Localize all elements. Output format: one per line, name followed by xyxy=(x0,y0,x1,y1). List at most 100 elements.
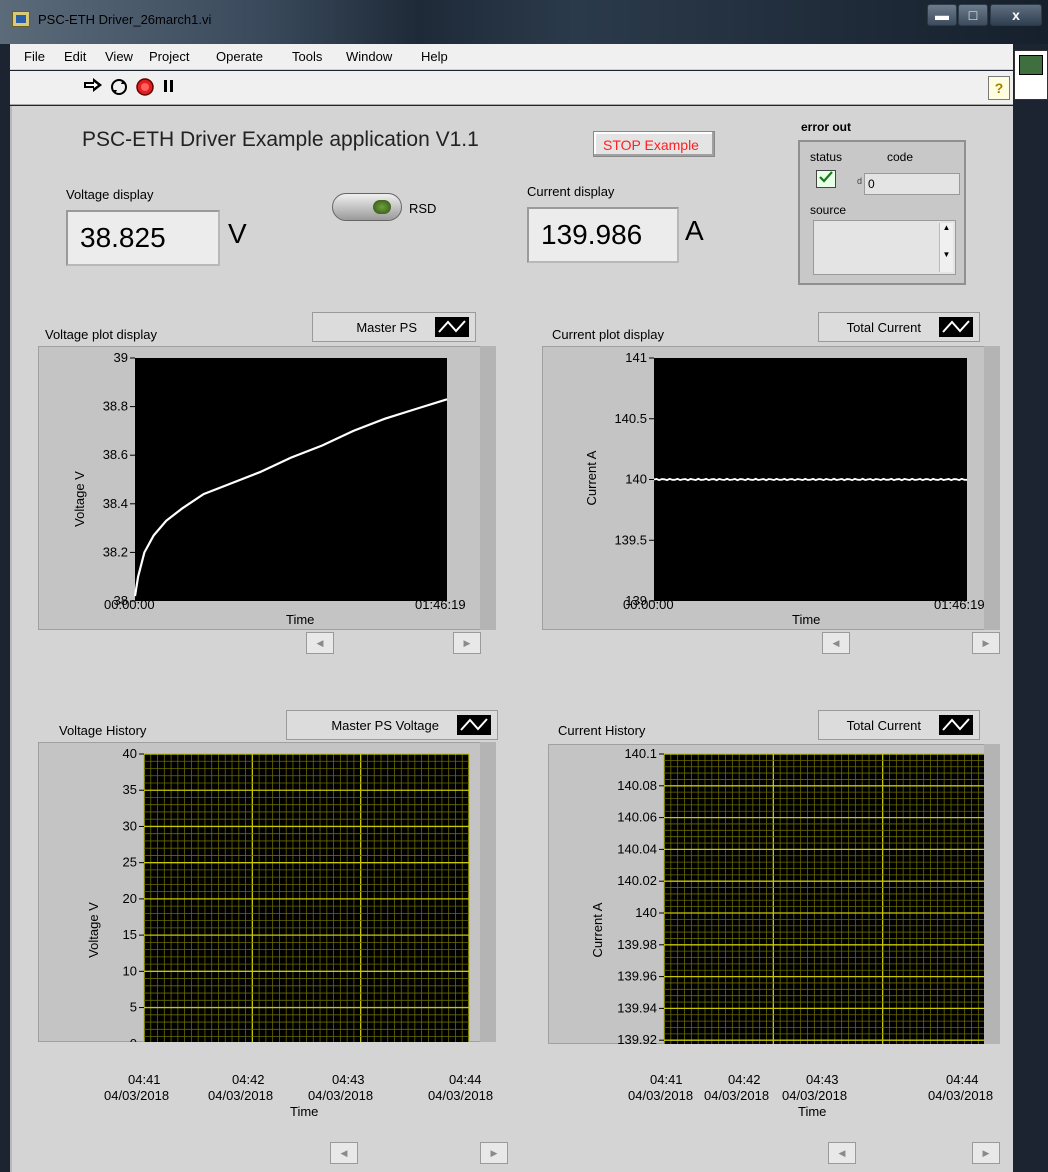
current-history-scroll-left[interactable]: ◀ xyxy=(828,1142,856,1164)
voltage-plot-scale-handle[interactable] xyxy=(480,346,496,630)
voltage-plot-area xyxy=(135,358,447,601)
voltage-history-xtick-date-1: 04/03/2018 xyxy=(208,1088,273,1103)
error-status-checkmark-icon xyxy=(816,170,836,188)
ytick-label: 38 xyxy=(114,593,128,608)
plot-line-style-icon xyxy=(939,317,973,337)
current-plot-chart: 141 140.5 140 139.5 139 00:00:00 01:46:19 Ti… xyxy=(584,350,984,627)
close-button[interactable]: x xyxy=(990,4,1042,26)
menu-view[interactable]: View xyxy=(105,49,133,64)
stop-example-button[interactable]: STOP Example xyxy=(593,131,715,157)
menu-operate[interactable]: Operate xyxy=(216,49,263,64)
ytick-label: 15 xyxy=(123,927,137,942)
voltage-plot-legend-label: Master PS xyxy=(356,320,417,335)
ytick-label: 139.5 xyxy=(614,532,647,547)
voltage-plot-legend[interactable]: Master PS xyxy=(312,312,476,342)
voltage-history-ylabel: Voltage V xyxy=(86,902,101,958)
voltage-history-xlabel: Time xyxy=(290,1104,318,1119)
voltage-plot-chart: 39 38.8 38.6 38.4 38.2 38 00:00:00 01:46:19 T… xyxy=(72,350,466,627)
run-continuous-icon[interactable] xyxy=(108,77,130,99)
current-plot-scroll-right[interactable]: ▶ xyxy=(972,632,1000,654)
voltage-history-xtick-date-0: 04/03/2018 xyxy=(104,1088,169,1103)
maximize-button[interactable]: □ xyxy=(958,4,988,26)
current-display-label: Current display xyxy=(527,184,615,199)
rsd-label: RSD xyxy=(409,201,437,216)
current-history-scale-handle[interactable] xyxy=(984,744,1000,1044)
stop-example-label: STOP Example xyxy=(603,137,699,153)
menu-project[interactable]: Project xyxy=(149,49,190,64)
voltage-history-title: Voltage History xyxy=(59,723,147,738)
current-plot-ylabel: Current A xyxy=(584,450,599,505)
ytick-label: 35 xyxy=(123,782,137,797)
voltage-plot-scroll-right[interactable]: ▶ xyxy=(453,632,481,654)
ytick-label: 140.08 xyxy=(617,778,657,793)
current-display-value: 139.986 xyxy=(527,207,679,263)
current-history-title: Current History xyxy=(558,723,646,738)
ytick-label: 40 xyxy=(123,746,137,761)
voltage-plot-xtick-end: 01:46:19 xyxy=(415,597,466,612)
menu-help[interactable]: Help xyxy=(421,49,448,64)
menu-tools[interactable]: Tools xyxy=(292,49,323,64)
run-arrow-icon[interactable] xyxy=(82,77,104,99)
current-history-xtick-date-2: 04/03/2018 xyxy=(782,1088,847,1103)
menu-file[interactable]: File xyxy=(24,49,45,64)
rsd-toggle-switch[interactable] xyxy=(332,193,402,221)
voltage-history-xtick-date-2: 04/03/2018 xyxy=(308,1088,373,1103)
current-history-scroll-right[interactable]: ▶ xyxy=(972,1142,1000,1164)
ytick-label: 39 xyxy=(114,350,128,365)
current-history-xtick-time-0: 04:41 xyxy=(650,1072,683,1087)
ytick-label: 20 xyxy=(123,891,137,906)
voltage-history-xtick-time-3: 04:44 xyxy=(449,1072,482,1087)
ytick-label: 139.96 xyxy=(617,969,657,984)
current-plot-xtick-start: 00:00:00 xyxy=(623,597,674,612)
error-source-label: source xyxy=(810,203,847,217)
error-source-field[interactable]: ▲ ▼ xyxy=(813,220,956,275)
current-history-legend[interactable]: Total Current xyxy=(818,710,980,740)
ytick-label: 38.8 xyxy=(103,399,128,414)
window-title-bar xyxy=(0,0,1048,44)
minimize-button[interactable]: ▬ xyxy=(927,4,957,26)
voltage-history-legend[interactable]: Master PS Voltage xyxy=(286,710,498,740)
voltage-history-legend-label: Master PS Voltage xyxy=(331,718,439,733)
voltage-unit: V xyxy=(228,218,247,249)
ytick-label: 30 xyxy=(123,818,137,833)
error-status-label: status xyxy=(810,150,843,164)
menu-edit[interactable]: Edit xyxy=(64,49,87,64)
error-source-scrollbar[interactable]: ▲ ▼ xyxy=(939,223,953,272)
voltage-history-xtick-time-1: 04:42 xyxy=(232,1072,265,1087)
current-history-legend-label: Total Current xyxy=(846,718,921,733)
ytick-label: 140.5 xyxy=(614,411,647,426)
ytick-label: 139.94 xyxy=(617,1000,657,1015)
voltage-history-scale-handle[interactable] xyxy=(480,742,496,1042)
menu-bar: File Edit View Project Operate Tools Win… xyxy=(10,44,1013,70)
menu-window[interactable]: Window xyxy=(346,49,393,64)
abort-icon[interactable] xyxy=(134,77,156,99)
vi-connector-icon[interactable] xyxy=(1014,50,1048,100)
current-history-xtick-date-1: 04/03/2018 xyxy=(704,1088,769,1103)
error-code-radix: d xyxy=(857,176,863,186)
current-history-ylabel: Current A xyxy=(590,902,605,957)
voltage-plot-series-line xyxy=(133,398,448,597)
current-history-xtick-date-0: 04/03/2018 xyxy=(628,1088,693,1103)
window-title: PSC-ETH Driver_26march1.vi xyxy=(38,12,212,27)
current-plot-scale-handle[interactable] xyxy=(984,346,1000,630)
pause-icon[interactable] xyxy=(158,77,180,99)
ytick-label: 139.98 xyxy=(617,937,657,952)
labview-vi-icon[interactable] xyxy=(12,11,30,27)
current-plot-scroll-left[interactable]: ◀ xyxy=(822,632,850,654)
plot-line-style-icon xyxy=(457,715,491,735)
voltage-display-value: 38.825 xyxy=(66,210,220,266)
current-plot-xtick-end: 01:46:19 xyxy=(934,597,984,612)
voltage-history-scroll-right[interactable]: ▶ xyxy=(480,1142,508,1164)
ytick-label: 141 xyxy=(625,350,647,365)
voltage-history-xaxis: 04:41 04/03/2018 04:42 04/03/2018 04:43 … xyxy=(104,1072,493,1119)
error-code-label: code xyxy=(887,150,914,164)
ytick-label: 140.06 xyxy=(617,810,657,825)
ytick-label: 25 xyxy=(123,855,137,870)
current-plot-legend[interactable]: Total Current xyxy=(818,312,980,342)
voltage-history-scroll-left[interactable]: ◀ xyxy=(330,1142,358,1164)
rsd-led-icon xyxy=(373,200,391,214)
voltage-plot-ylabel: Voltage V xyxy=(72,471,87,527)
current-history-xlabel: Time xyxy=(798,1104,826,1119)
context-help-button[interactable]: ? xyxy=(988,76,1010,100)
voltage-plot-scroll-left[interactable]: ◀ xyxy=(306,632,334,654)
